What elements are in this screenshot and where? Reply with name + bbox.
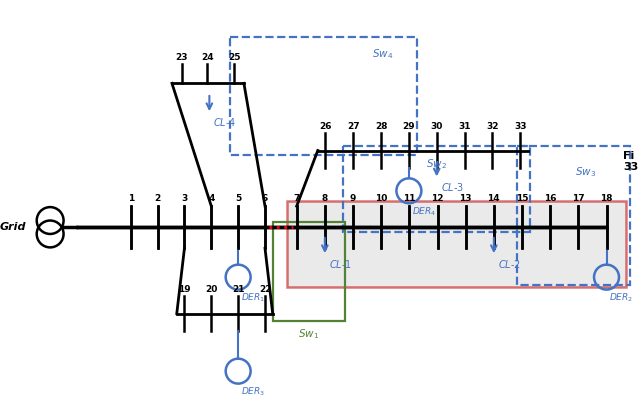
Text: 2: 2 <box>154 194 161 203</box>
Text: 1: 1 <box>127 194 134 203</box>
Text: 22: 22 <box>259 285 271 295</box>
Text: 11: 11 <box>403 194 415 203</box>
Text: 8: 8 <box>322 194 328 203</box>
Text: $DER_4$: $DER_4$ <box>412 205 436 218</box>
Text: 21: 21 <box>232 285 244 295</box>
Bar <box>517 146 630 285</box>
Text: $Sw_3$: $Sw_3$ <box>575 165 596 178</box>
Text: $Sw_2$: $Sw_2$ <box>426 157 447 171</box>
Text: $DER_1$: $DER_1$ <box>241 292 266 304</box>
Text: $CL$-2: $CL$-2 <box>498 258 521 270</box>
Text: 14: 14 <box>488 194 500 203</box>
Text: $DER_2$: $DER_2$ <box>609 292 634 304</box>
Text: Fi
33: Fi 33 <box>623 150 638 172</box>
Text: $Sw_4$: $Sw_4$ <box>372 47 394 61</box>
Text: $CL$-1: $CL$-1 <box>329 258 352 270</box>
Text: 17: 17 <box>572 194 585 203</box>
Text: 20: 20 <box>205 285 218 295</box>
Bar <box>287 202 626 287</box>
Text: 29: 29 <box>403 122 415 131</box>
Text: 33: 33 <box>514 122 527 131</box>
Text: 24: 24 <box>201 53 214 62</box>
Text: $DER_3$: $DER_3$ <box>241 385 266 398</box>
Text: 10: 10 <box>375 194 387 203</box>
Text: 25: 25 <box>228 53 241 62</box>
Text: 4: 4 <box>208 194 214 203</box>
Text: 7: 7 <box>294 194 300 203</box>
Text: 5: 5 <box>235 194 241 203</box>
Text: $CL$-3: $CL$-3 <box>440 181 464 193</box>
Text: 12: 12 <box>431 194 444 203</box>
Text: 31: 31 <box>458 122 471 131</box>
Text: $Sw_1$: $Sw_1$ <box>298 327 319 341</box>
Text: 6: 6 <box>262 194 268 203</box>
Text: 32: 32 <box>486 122 499 131</box>
Bar <box>230 37 417 155</box>
Text: 9: 9 <box>350 194 356 203</box>
Bar <box>344 146 530 232</box>
Text: 3: 3 <box>181 194 188 203</box>
Text: 27: 27 <box>347 122 360 131</box>
Text: 18: 18 <box>600 194 612 203</box>
Text: 23: 23 <box>175 53 188 62</box>
Text: Grid: Grid <box>0 222 26 232</box>
Text: 30: 30 <box>431 122 443 131</box>
Text: 15: 15 <box>516 194 528 203</box>
Bar <box>273 222 346 321</box>
Text: 26: 26 <box>319 122 332 131</box>
Text: 19: 19 <box>178 285 191 295</box>
Text: 28: 28 <box>375 122 387 131</box>
Text: $CL$-4: $CL$-4 <box>213 116 237 128</box>
Text: 13: 13 <box>460 194 472 203</box>
Text: 16: 16 <box>544 194 556 203</box>
